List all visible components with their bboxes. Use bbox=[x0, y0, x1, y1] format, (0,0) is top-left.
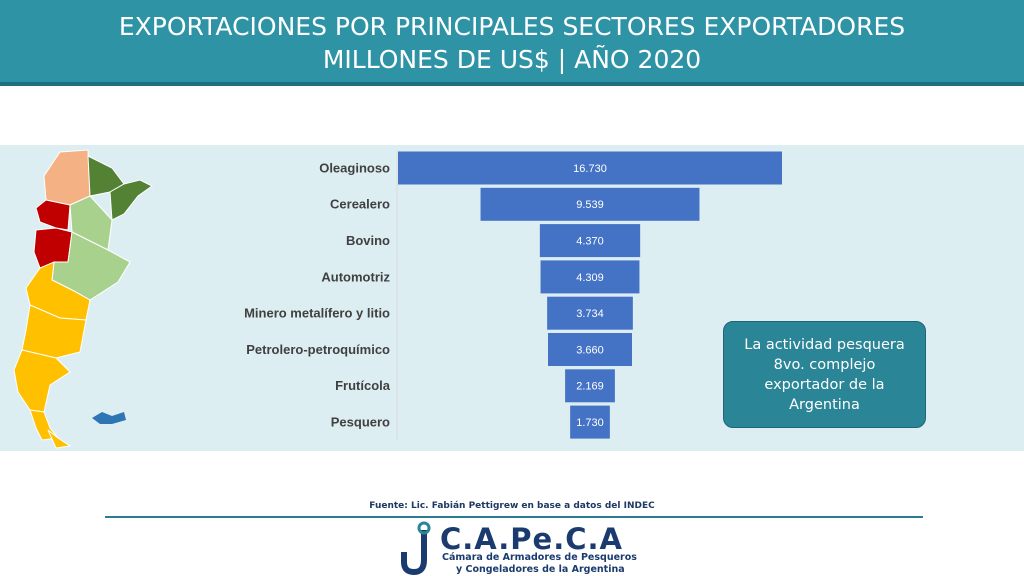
logo-name: C.A.Pe.C.A bbox=[440, 522, 623, 556]
bar bbox=[398, 151, 782, 185]
bar bbox=[547, 333, 633, 366]
value-label: 4.370 bbox=[576, 236, 604, 248]
category-label: Petrolero-petroquímico bbox=[246, 342, 390, 357]
category-label: Bovino bbox=[346, 233, 390, 248]
header: EXPORTACIONES POR PRINCIPALES SECTORES E… bbox=[0, 0, 1024, 86]
category-label: Minero metalífero y litio bbox=[244, 306, 390, 321]
value-label: 3.734 bbox=[576, 308, 604, 320]
bar bbox=[547, 296, 633, 330]
category-label: Oleaginoso bbox=[319, 160, 390, 175]
logo-line: y Congeladores de la Argentina bbox=[456, 564, 625, 575]
bar bbox=[480, 187, 700, 221]
title: EXPORTACIONES POR PRINCIPALES SECTORES E… bbox=[118, 12, 906, 41]
funnel-bars: 16.730 Oleaginoso 9.539 Cerealero 4.370 Bovin… bbox=[244, 150, 782, 440]
subtitle: MILLONES DE US$ | AÑO 2020 bbox=[322, 45, 702, 74]
bar bbox=[540, 260, 640, 294]
value-label: 4.309 bbox=[576, 272, 604, 284]
source: Fuente: Lic. Fabián Pettigrew en base a … bbox=[369, 501, 655, 511]
value-label: 16.730 bbox=[573, 163, 607, 175]
value-label: 1.730 bbox=[576, 417, 604, 429]
category-label: Frutícola bbox=[335, 378, 391, 393]
bar bbox=[565, 369, 615, 403]
category-label: Automotriz bbox=[321, 269, 390, 284]
value-label: 2.169 bbox=[576, 381, 604, 393]
value-label: 3.660 bbox=[576, 344, 604, 356]
value-label: 9.539 bbox=[576, 199, 604, 211]
divider bbox=[105, 516, 923, 518]
bar bbox=[539, 224, 641, 258]
category-label: Pesquero bbox=[331, 415, 390, 430]
bar bbox=[570, 405, 610, 439]
map-argentina bbox=[13, 149, 153, 449]
annotation: La actividad pesquera 8vo. complejo expo… bbox=[723, 321, 926, 428]
logo-line: Cámara de Armadores de Pesqueros bbox=[442, 552, 637, 563]
logo-hook bbox=[401, 521, 431, 576]
category-label: Cerealero bbox=[330, 197, 390, 212]
